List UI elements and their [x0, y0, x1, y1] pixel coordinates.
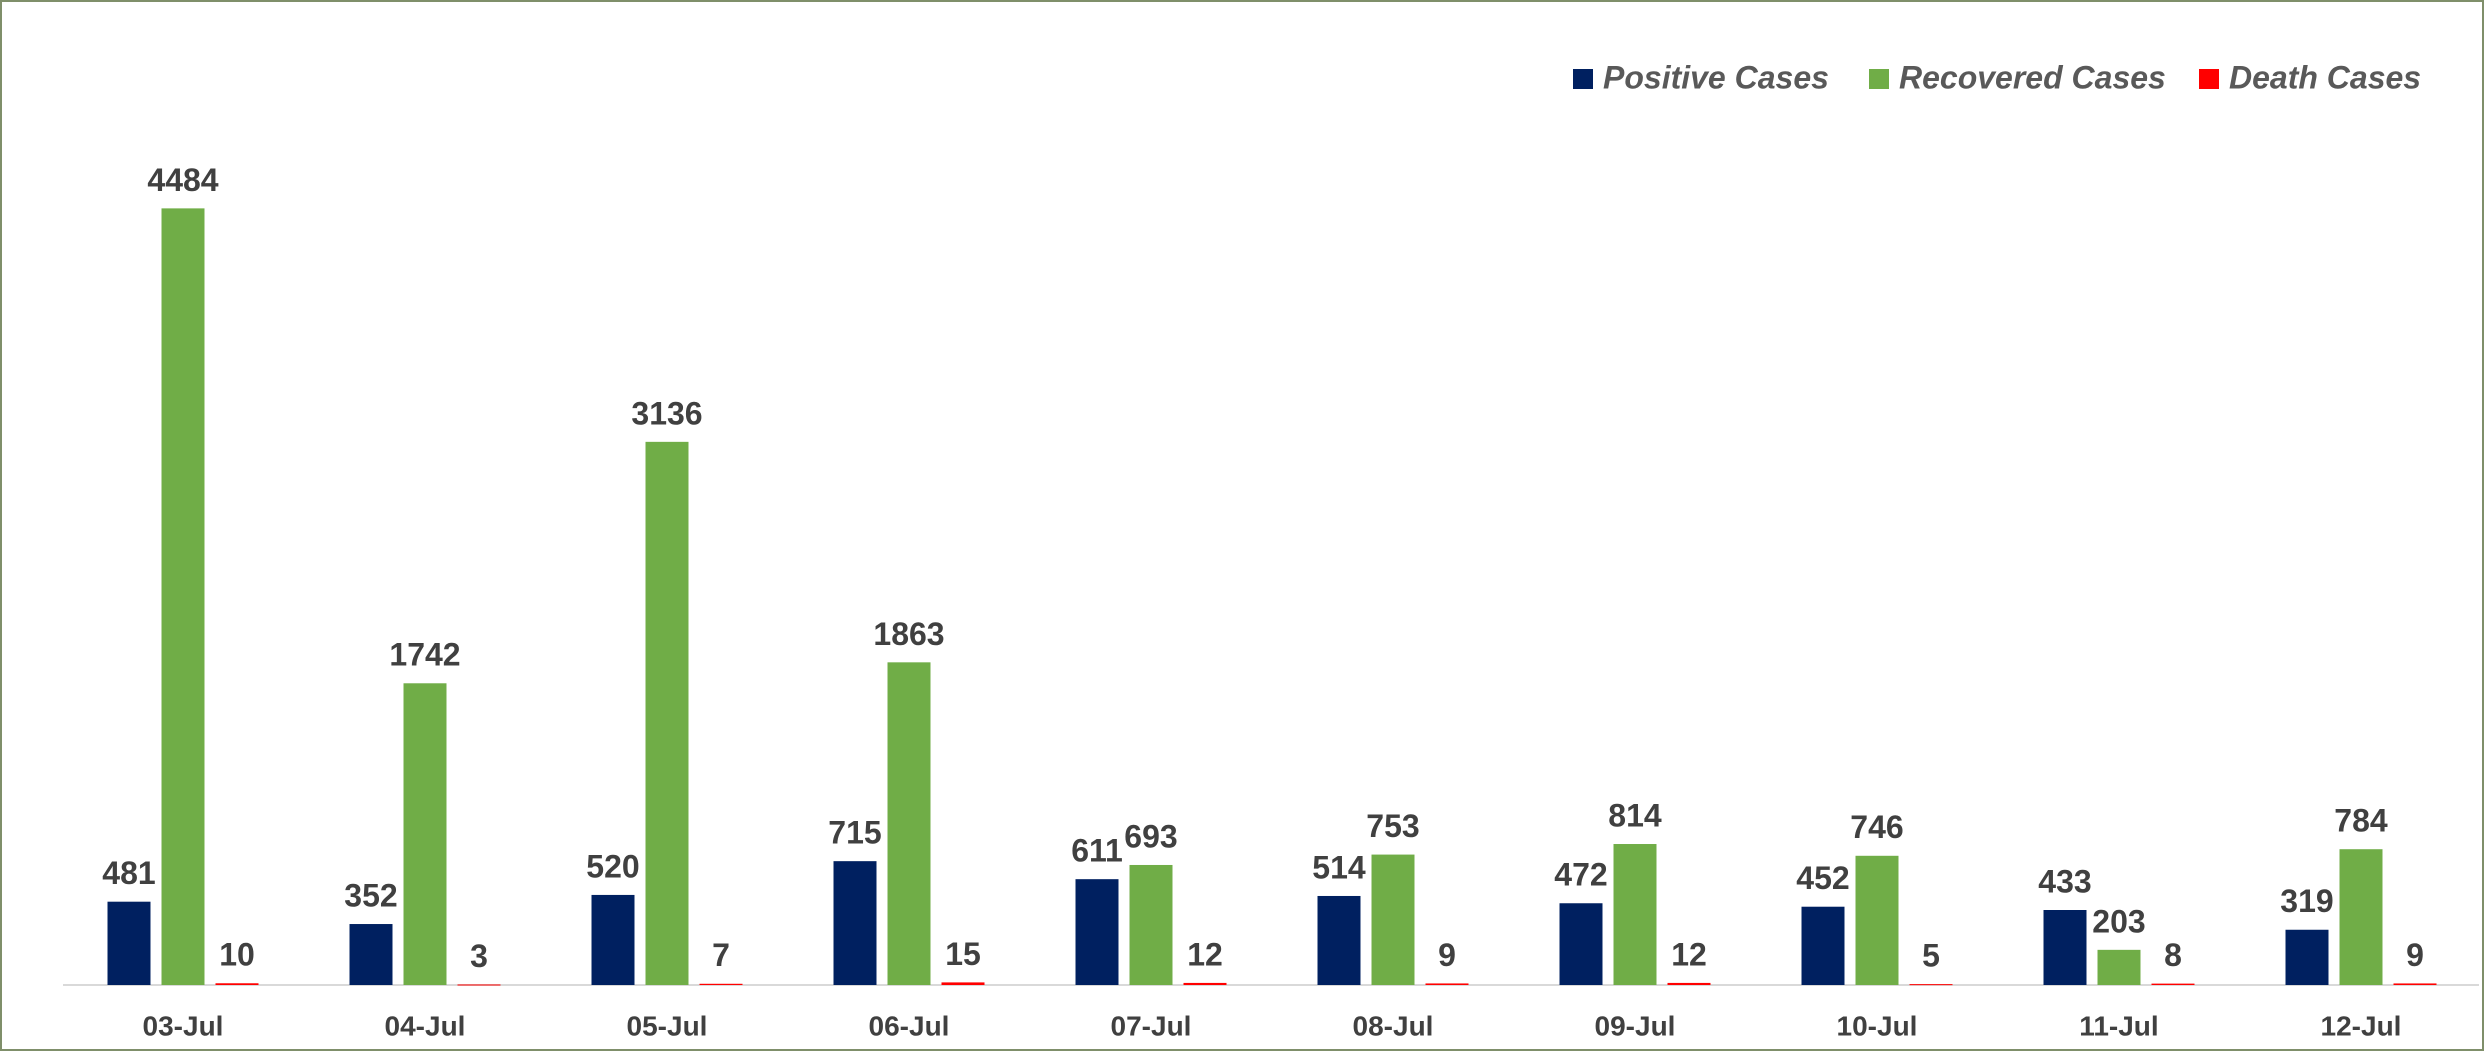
data-label: 1742	[389, 637, 460, 673]
data-label: 1863	[873, 616, 944, 652]
bar	[2097, 949, 2141, 985]
data-label: 693	[1124, 818, 1177, 854]
bar	[107, 901, 151, 985]
data-label: 12	[1671, 936, 1707, 972]
legend-label: Positive Cases	[1603, 59, 1829, 95]
legend-label: Death Cases	[2229, 59, 2421, 95]
bar	[645, 441, 689, 985]
x-tick-label: 09-Jul	[1595, 1010, 1676, 1041]
x-tick-label: 12-Jul	[2321, 1010, 2402, 1041]
bar	[161, 208, 205, 985]
data-label: 784	[2334, 803, 2388, 839]
data-label: 9	[1438, 937, 1456, 973]
data-label: 433	[2038, 863, 2091, 899]
data-label: 5	[1922, 938, 1940, 974]
bar	[1801, 906, 1845, 985]
x-tick-label: 10-Jul	[1837, 1010, 1918, 1041]
x-tick-label: 11-Jul	[2079, 1010, 2158, 1041]
bar	[403, 683, 447, 985]
bar	[1855, 855, 1899, 985]
bar	[1183, 982, 1227, 985]
x-tick-label: 06-Jul	[869, 1010, 950, 1041]
x-tick-label: 03-Jul	[143, 1010, 224, 1041]
data-label: 4484	[147, 162, 218, 198]
bar	[1425, 983, 1469, 985]
bar	[887, 662, 931, 985]
bar	[349, 924, 393, 985]
bar	[1317, 895, 1361, 985]
x-tick-label: 08-Jul	[1353, 1010, 1434, 1041]
data-label: 7	[712, 937, 730, 973]
data-label: 514	[1312, 849, 1366, 885]
data-label: 3136	[631, 395, 702, 431]
bar	[457, 984, 501, 986]
data-label: 9	[2406, 937, 2424, 973]
legend-label: Recovered Cases	[1899, 59, 2166, 95]
bar	[1075, 879, 1119, 985]
data-label: 319	[2280, 883, 2333, 919]
data-label: 452	[1796, 860, 1849, 896]
data-label: 10	[219, 937, 255, 973]
bar	[699, 983, 743, 985]
data-label: 520	[586, 848, 639, 884]
data-label: 8	[2164, 937, 2182, 973]
bar	[1909, 984, 1953, 986]
bar	[2043, 910, 2087, 985]
bar	[1667, 982, 1711, 985]
data-label: 611	[1071, 833, 1123, 869]
data-label: 481	[102, 855, 155, 891]
data-label: 352	[344, 877, 397, 913]
bar	[2393, 983, 2437, 985]
bar	[941, 982, 985, 985]
data-label: 3	[470, 938, 488, 974]
bar	[1371, 854, 1415, 985]
x-tick-label: 07-Jul	[1111, 1010, 1192, 1041]
data-label: 15	[945, 936, 981, 972]
data-label: 814	[1608, 797, 1662, 833]
legend-swatch	[1573, 69, 1593, 89]
bar	[2285, 929, 2329, 985]
bar	[833, 861, 877, 985]
bar	[1559, 903, 1603, 985]
bar	[591, 894, 635, 985]
data-label: 203	[2092, 903, 2145, 939]
bar	[215, 983, 259, 985]
bar	[2151, 983, 2195, 985]
data-label: 715	[828, 815, 881, 851]
bar	[2339, 849, 2383, 985]
bar	[1129, 864, 1173, 985]
x-tick-label: 05-Jul	[627, 1010, 708, 1041]
bar	[1613, 844, 1657, 985]
data-label: 746	[1850, 809, 1903, 845]
data-label: 472	[1554, 857, 1607, 893]
data-label: 12	[1187, 936, 1223, 972]
x-tick-label: 04-Jul	[385, 1010, 466, 1041]
data-label: 753	[1366, 808, 1419, 844]
legend-swatch	[2199, 69, 2219, 89]
legend-swatch	[1869, 69, 1889, 89]
